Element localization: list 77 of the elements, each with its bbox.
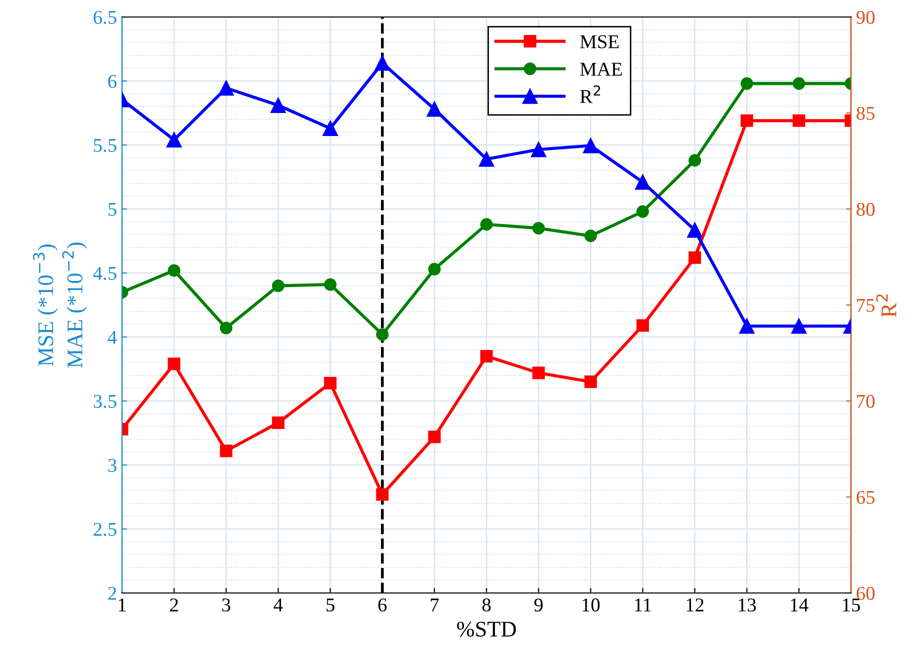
point	[636, 205, 649, 218]
point	[740, 77, 754, 90]
point	[792, 114, 806, 127]
legend-label: MSE	[580, 35, 619, 48]
y2-tick-label: 90	[856, 10, 875, 24]
point	[740, 114, 754, 127]
point	[792, 77, 806, 90]
point	[322, 120, 338, 136]
y-tick-label: 5.5	[94, 139, 116, 152]
point	[376, 328, 389, 341]
point	[168, 264, 180, 277]
y2-tick-label: 60	[856, 586, 875, 600]
point	[374, 55, 390, 71]
x-tick-label: 12	[686, 598, 704, 612]
legend-label: MAE	[580, 62, 622, 76]
point	[428, 430, 441, 444]
point	[635, 174, 650, 190]
y-tick-label: 2.5	[94, 522, 116, 536]
x-tick-label: 15	[842, 598, 860, 612]
point	[530, 142, 546, 158]
y-tick-label: 6	[108, 74, 117, 88]
y-tick-label: 6.5	[94, 10, 116, 24]
x-tick-label: 10	[582, 598, 600, 612]
point	[220, 444, 232, 458]
point	[428, 262, 441, 276]
point	[739, 318, 754, 334]
point	[636, 319, 649, 332]
point	[532, 222, 545, 234]
point	[168, 358, 180, 370]
point	[583, 138, 598, 154]
point	[478, 151, 494, 167]
y2-tick-label: 75	[857, 299, 875, 312]
point	[270, 98, 286, 113]
y-tick-label: 5	[108, 203, 116, 216]
x-tick-label: 3	[222, 598, 230, 612]
point	[426, 102, 442, 117]
point	[584, 376, 597, 388]
x-tick-label: 9	[534, 598, 543, 612]
x-tick-label: 1	[118, 598, 126, 612]
x-tick-label: 4	[274, 598, 283, 612]
y2-tick-label: 70	[857, 394, 875, 408]
y-tick-label: 4.5	[93, 266, 116, 280]
y2-tick-label: 65	[856, 490, 875, 504]
y2-tick-label: 85	[856, 106, 875, 120]
point	[791, 318, 807, 334]
point	[324, 376, 337, 390]
point	[688, 251, 702, 264]
point	[272, 416, 284, 430]
point	[687, 222, 702, 238]
point	[688, 154, 702, 167]
x-tick-label: 7	[430, 598, 439, 612]
point	[166, 132, 182, 148]
x-tick-label: 13	[738, 598, 756, 612]
point	[220, 322, 232, 334]
point	[324, 278, 337, 291]
x-tick-label: 6	[378, 598, 387, 612]
x-tick-label: 8	[482, 598, 491, 612]
point	[218, 80, 234, 96]
point	[480, 218, 493, 231]
x-tick-label: 2	[170, 598, 178, 612]
y2-axis-title: R$^{2}$	[876, 294, 896, 318]
point	[480, 350, 493, 362]
x-tick-label: 14	[790, 598, 808, 612]
x-axis-title: %STD	[457, 622, 516, 637]
y-axis-title: MSE (*10$^{−3}$) MAE (*10$^{−2}$)	[33, 242, 87, 368]
y-tick-label: 3.5	[94, 394, 116, 408]
point	[584, 230, 597, 242]
point	[532, 366, 545, 380]
y-tick-label: 2	[108, 586, 116, 600]
y-tick-label: 3	[108, 458, 116, 472]
x-tick-label: 11	[635, 598, 651, 612]
y-tick-label: 4	[108, 330, 117, 344]
legend-label: R$^{2}$	[580, 85, 600, 103]
y2-tick-label: 80	[856, 202, 875, 216]
x-tick-label: 5	[326, 598, 334, 612]
point	[272, 280, 284, 292]
point	[376, 488, 389, 501]
